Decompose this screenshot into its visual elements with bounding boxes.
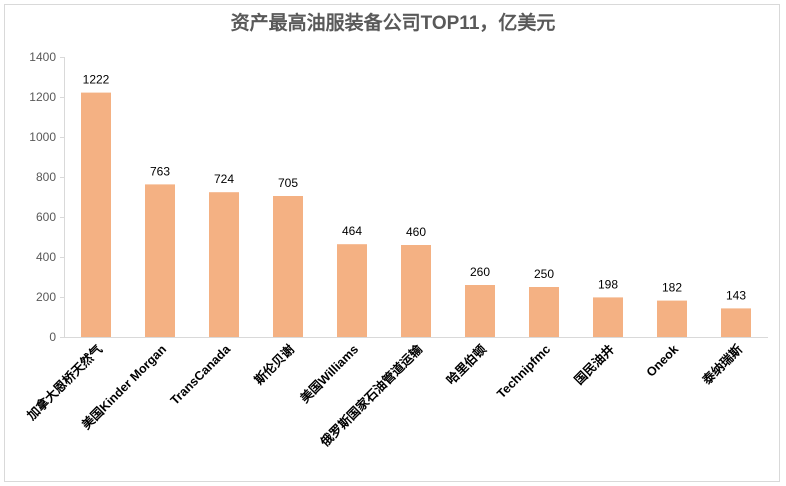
- y-tick-label: 600: [36, 210, 56, 224]
- bar: [721, 308, 751, 337]
- bar: [273, 196, 303, 337]
- bar: [209, 192, 239, 337]
- chart-title: 资产最高油服装备公司TOP11，亿美元: [230, 13, 556, 34]
- x-category-label: Technipfmc: [494, 342, 553, 401]
- bar: [657, 300, 687, 337]
- bar-value-label: 143: [726, 288, 746, 302]
- x-category-label: 美国Williams: [297, 341, 361, 405]
- x-category-label: TransCanada: [168, 341, 234, 407]
- y-tick-label: 800: [36, 170, 56, 184]
- y-tick-label: 400: [36, 250, 56, 264]
- x-category-label: 哈里伯顿: [443, 341, 489, 387]
- bar-value-label: 1222: [83, 73, 110, 87]
- y-tick-label: 1000: [29, 130, 56, 144]
- bar-value-label: 464: [342, 224, 362, 238]
- bar-value-label: 198: [598, 277, 618, 291]
- chart-frame: [4, 4, 780, 482]
- bar-value-label: 763: [150, 164, 170, 178]
- x-category-label: 泰纳瑞斯: [698, 341, 745, 388]
- bar-value-label: 260: [470, 265, 490, 279]
- bar: [401, 245, 431, 337]
- y-tick-label: 1200: [29, 90, 56, 104]
- bar-value-label: 705: [278, 176, 298, 190]
- bars: [81, 92, 751, 337]
- bar: [337, 244, 367, 337]
- x-category-label: Oneok: [644, 342, 681, 379]
- x-category-label: 国民油井: [571, 341, 617, 387]
- bar: [81, 92, 111, 337]
- x-category-label: 俄罗斯国家石油管道运输: [317, 341, 426, 450]
- bar: [465, 285, 495, 337]
- bar-value-label: 724: [214, 172, 234, 186]
- bar-value-label: 460: [406, 225, 426, 239]
- y-axis-ticks: 0 200 400 600 800 1000 1200 1400: [29, 50, 64, 344]
- y-tick-label: 200: [36, 290, 56, 304]
- bar: [145, 184, 175, 337]
- bar: [593, 297, 623, 337]
- value-labels: 1222 763 724 705 464 460 260 250 198 182 143: [83, 73, 747, 303]
- y-tick-label: 1400: [29, 50, 56, 64]
- bar-value-label: 182: [662, 281, 682, 295]
- bar-value-label: 250: [534, 267, 554, 281]
- y-tick-label: 0: [49, 330, 56, 344]
- x-category-label: 斯伦贝谢: [251, 341, 297, 387]
- bar: [529, 287, 559, 337]
